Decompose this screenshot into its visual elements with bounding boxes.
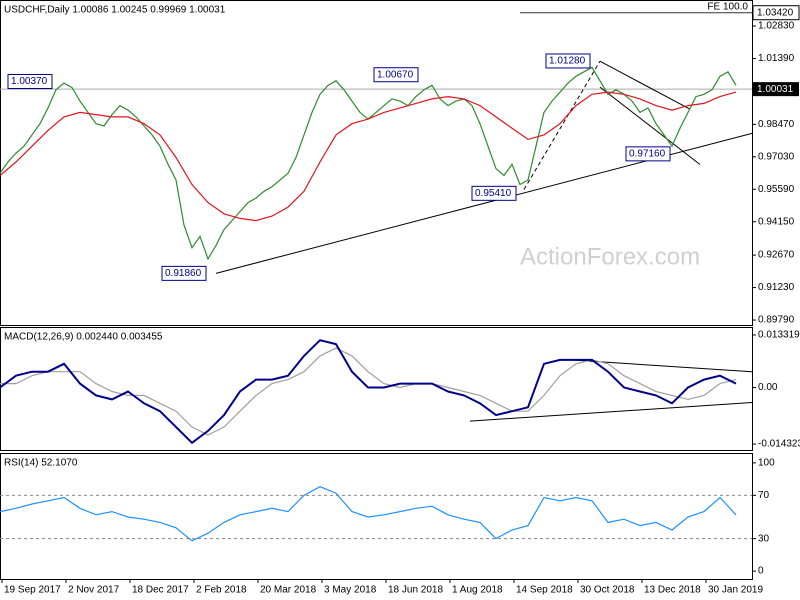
y-tick-label: 0.95590 xyxy=(758,184,795,195)
y-tick-label: 0.92670 xyxy=(758,250,795,261)
annotation-box xyxy=(625,146,671,162)
x-tick-label: 19 Sep 2017 xyxy=(4,585,61,596)
macd-panel xyxy=(0,327,753,451)
y-tick-label: 0.00 xyxy=(758,382,778,393)
annotation-box xyxy=(7,73,53,89)
x-tick-label: 30 Oct 2018 xyxy=(580,585,635,596)
panel-title: USDCHF,Daily 1.00086 1.00245 0.99969 1.0… xyxy=(4,5,226,16)
series-line xyxy=(0,339,737,445)
y-tick-label: 100 xyxy=(758,458,775,469)
series-line xyxy=(0,486,737,542)
y-tick-label: 0.94150 xyxy=(758,216,795,227)
x-tick-label: 2 Nov 2017 xyxy=(68,585,120,596)
panel-title: MACD(12,26,9) 0.002440 0.003455 xyxy=(4,332,163,343)
last-price-box xyxy=(753,82,799,97)
annotation-label: 1.01280 xyxy=(549,56,586,67)
fe-text: FE 100.0 xyxy=(707,1,748,12)
x-tick-label: 18 Jun 2018 xyxy=(388,585,443,596)
y-tick-label: 70 xyxy=(758,490,770,501)
x-tick-label: 1 Aug 2018 xyxy=(452,585,503,596)
annotation-box xyxy=(373,67,419,83)
y-tick-label: 0.97030 xyxy=(758,151,795,162)
x-tick-label: 14 Sep 2018 xyxy=(516,585,573,596)
y-tick-label: 0 xyxy=(758,566,764,577)
x-tick-label: 13 Dec 2018 xyxy=(644,585,701,596)
x-tick-label: 20 Mar 2018 xyxy=(260,585,317,596)
rsi-panel xyxy=(0,453,753,580)
x-tick-label: 18 Dec 2017 xyxy=(132,585,189,596)
annotation-box xyxy=(161,265,207,281)
series-line xyxy=(0,66,737,261)
trendline xyxy=(599,86,701,165)
annotation-box xyxy=(545,53,591,69)
y-tick-label: -0.014323 xyxy=(758,439,800,450)
y-tick-label: 1.02830 xyxy=(758,21,795,32)
y-tick-label: 0.98470 xyxy=(758,119,795,130)
trendline xyxy=(469,402,753,422)
annotation-label: 1.00370 xyxy=(11,76,48,87)
y-tick-label: 0.91230 xyxy=(758,282,795,293)
trendline xyxy=(599,60,691,110)
annotation-label: 0.97160 xyxy=(629,149,666,160)
annotation-label: 0.95410 xyxy=(475,188,512,199)
fe-price-label: 1.03420 xyxy=(757,7,794,18)
series-line xyxy=(0,91,737,222)
x-tick-label: 3 May 2018 xyxy=(324,585,377,596)
watermark: ActionForex.com xyxy=(520,243,700,270)
annotation-label: 1.00670 xyxy=(377,69,414,80)
series-line xyxy=(0,347,737,436)
annotation-box xyxy=(471,185,517,201)
panel-title: RSI(14) 52.1070 xyxy=(4,458,78,469)
last-price-label: 1.00031 xyxy=(757,84,794,95)
annotation-label: 0.91860 xyxy=(165,268,202,279)
fe-price-box xyxy=(752,5,800,21)
trendline xyxy=(523,60,601,190)
y-tick-label: 30 xyxy=(758,533,770,544)
price-panel xyxy=(0,0,753,326)
y-tick-label: 0.89790 xyxy=(758,315,795,326)
x-tick-label: 2 Feb 2018 xyxy=(196,585,247,596)
y-tick-label: 1.01390 xyxy=(758,53,795,64)
x-tick-label: 30 Jan 2019 xyxy=(708,585,763,596)
y-tick-label: 0.013319 xyxy=(758,330,800,341)
